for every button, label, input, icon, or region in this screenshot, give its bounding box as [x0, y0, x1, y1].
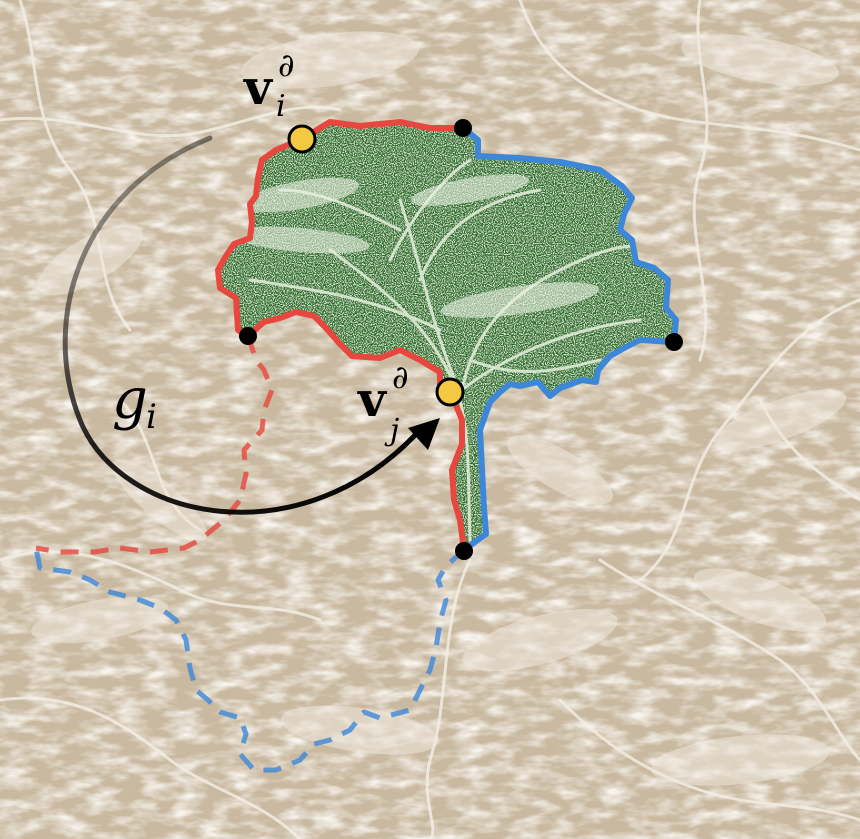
transformation-arrow — [62, 135, 423, 515]
corner-vertex — [665, 333, 683, 351]
corner-vertices — [239, 119, 683, 560]
transformed-edges — [33, 335, 466, 773]
red-edge-bottom-left — [245, 309, 467, 553]
label-vertex-j-base: v — [357, 372, 388, 428]
label-vertex-i: v ∂ i — [243, 46, 295, 124]
background-patches — [30, 31, 847, 786]
label-vertex-i-subscript: i — [276, 89, 286, 124]
blue-edge-right — [460, 125, 679, 345]
prototile — [218, 122, 676, 550]
label-vertex-i-superscript: ∂ — [278, 46, 295, 84]
corner-vertex — [454, 119, 472, 137]
blue-edge-bottom-right — [461, 337, 677, 553]
blue-edge-dashed — [33, 547, 466, 773]
corner-vertex — [455, 542, 473, 560]
label-map-base: g — [112, 367, 148, 432]
tile-boundary — [215, 119, 679, 553]
label-vertex-i-base: v — [243, 60, 274, 116]
vertex-i-marker — [287, 124, 317, 154]
label-vertex-j-superscript: ∂ — [392, 358, 409, 396]
arrowhead — [408, 418, 440, 450]
red-edge-top-left — [215, 119, 466, 339]
vertex-j-marker — [435, 377, 465, 407]
label-map-subscript: i — [146, 397, 157, 437]
label-map: g i — [112, 367, 157, 437]
corner-vertex — [239, 327, 257, 345]
